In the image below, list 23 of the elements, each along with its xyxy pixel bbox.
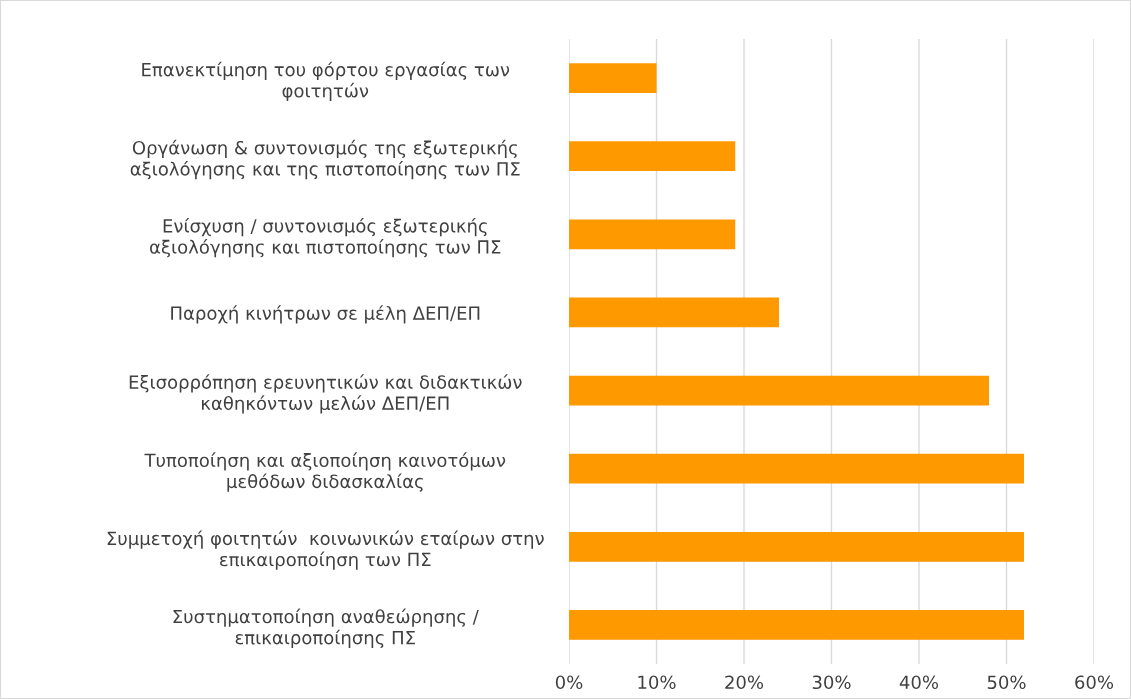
x-tick-label: 20% — [725, 675, 764, 690]
bar — [569, 141, 736, 172]
y-tick-label: Εξισορρόπηση ερευνητικών και διδακτικών καθηκόντων μελών ΔΕΠ/ΕΠ — [129, 374, 522, 414]
x-tick-label: 30% — [812, 675, 851, 690]
bar — [569, 453, 1024, 484]
y-tick-label: Συστηματοποίηση αναθεώρησης / επικαιροποίησης ΠΣ — [173, 608, 479, 648]
bar — [569, 297, 779, 328]
x-tick-label: 40% — [899, 675, 939, 690]
bar — [569, 531, 1024, 562]
y-tick-label: Ενίσχυση / συντονισμός εξωτερικής αξιολόγησης και πιστοποίησης των ΠΣ — [150, 217, 501, 258]
y-tick-label: Παροχή κινήτρων σε μέλη ΔΕΠ/ΕΠ — [171, 305, 480, 324]
y-tick-label: Τυποποίηση και αξιοποίηση καινοτόμων μεθόδων διδασκαλίας — [144, 452, 506, 492]
y-tick-label: Οργάνωση & συντονισμός της εξωτερικής αξιολόγησης και της πιστοποίησης των ΠΣ — [130, 139, 520, 180]
x-tick-label: 10% — [638, 675, 676, 690]
x-tick-label: 50% — [987, 675, 1026, 690]
bar — [569, 375, 989, 406]
bar — [569, 63, 657, 93]
x-tick-label: 0% — [555, 675, 583, 690]
y-tick-label: Επανεκτίμηση του φόρτου εργασίας των φοιτητών — [142, 61, 510, 102]
x-tick-label: 60% — [1075, 675, 1114, 690]
bar — [569, 219, 736, 250]
bar — [569, 610, 1024, 640]
y-tick-label: Συμμετοχή φοιτητών κοινωνικών εταίρων στην επικαιροποίηση των ΠΣ — [107, 530, 544, 570]
